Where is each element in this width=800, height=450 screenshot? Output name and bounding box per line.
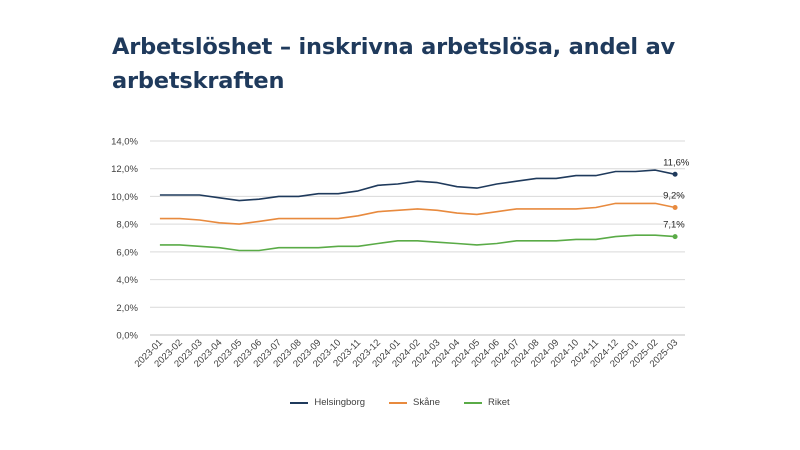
page-title: Arbetslöshet – inskrivna arbetslösa, and… (112, 34, 676, 94)
end-marker-riket (672, 234, 678, 240)
series-line-helsingborg (159, 169, 676, 202)
series-lines (159, 169, 678, 252)
y-tick-label: 0,0% (116, 331, 138, 342)
data-labels: 11,6% 9,2% 7,1% (663, 157, 690, 230)
y-tick-label: 6,0% (116, 247, 138, 258)
data-label-skane: 9,2% (663, 191, 685, 202)
y-tick-label: 2,0% (116, 303, 138, 314)
data-label-helsingborg: 11,6% (663, 157, 690, 168)
end-marker-helsingborg (672, 171, 678, 177)
legend-item-riket: Riket (463, 397, 510, 408)
y-tick-label: 8,0% (116, 220, 138, 231)
legend-item-skane: Skåne (389, 397, 440, 408)
legend-label: Helsingborg (314, 397, 366, 408)
end-marker-skane (672, 205, 678, 211)
y-tick-label: 14,0% (111, 137, 138, 148)
data-label-riket: 7,1% (663, 220, 685, 231)
legend-swatch (290, 401, 309, 404)
legend-swatch (389, 401, 408, 404)
legend-swatch (463, 401, 482, 404)
legend: Helsingborg Skåne Riket (0, 397, 800, 408)
series-line-riket (159, 234, 676, 252)
series-line-skane (159, 202, 676, 225)
y-axis-ticks: 0,0% 2,0% 4,0% 6,0% 8,0% 10,0% 12,0% 14,0% (111, 137, 138, 342)
y-tick-label: 10,0% (111, 192, 138, 203)
y-tick-label: 4,0% (116, 275, 138, 286)
legend-item-helsingborg: Helsingborg (290, 397, 365, 408)
y-tick-label: 12,0% (111, 164, 138, 175)
legend-label: Riket (487, 397, 510, 408)
x-axis-ticks: 2023-012023-022023-032023-042023-052023-… (133, 337, 681, 369)
legend-label: Skåne (413, 397, 440, 408)
